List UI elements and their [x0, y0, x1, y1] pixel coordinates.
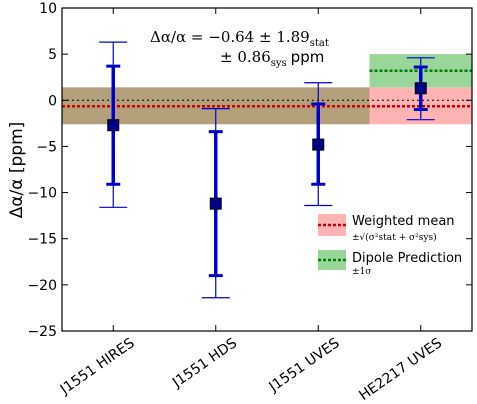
- legend: Weighted mean ±√(σ²stat + σ²sys) Dipole …: [318, 214, 462, 277]
- legend-dipole: Dipole Prediction: [352, 251, 462, 266]
- legend-dipole-sub: ±1σ: [352, 267, 371, 277]
- legend-swatch-dipole-band: [318, 250, 346, 270]
- legend-weighted-mean: Weighted mean: [352, 214, 455, 229]
- x-tick-label: J1551 HDS: [169, 335, 240, 391]
- plot-frame: [61, 7, 473, 332]
- annotation: Δα/α = −0.64 ± 1.89stat ± 0.86sys ppm: [150, 28, 329, 69]
- y-tick-label: −10: [27, 186, 57, 202]
- y-tick-label: −5: [36, 139, 57, 155]
- y-tick-label: 0: [48, 93, 57, 109]
- y-tick-label: 10: [39, 1, 57, 17]
- y-tick-label: −25: [27, 324, 57, 340]
- annotation-line1: Δα/α = −0.64 ± 1.89: [150, 28, 310, 46]
- markers-layer: [107, 82, 427, 210]
- annotation-line2: ± 0.86: [220, 48, 271, 66]
- y-axis-label: Δα/α [ppm]: [7, 122, 27, 219]
- data-point-he2217-uves: [414, 82, 427, 95]
- annotation-unit: ppm: [291, 48, 325, 66]
- y-tick-label: −20: [27, 278, 57, 294]
- x-tick-label: J1551 UVES: [266, 335, 343, 396]
- legend-weighted-mean-sub: ±√(σ²stat + σ²sys): [352, 232, 437, 243]
- x-tick-label: HE2217 UVES: [356, 335, 445, 404]
- x-tick-label: J1551 HIRES: [57, 335, 138, 398]
- data-point-j1551-uves: [312, 138, 325, 151]
- y-tick-label: −15: [27, 232, 57, 248]
- data-point-j1551-hds: [209, 197, 222, 210]
- y-tick-label: 5: [48, 47, 57, 63]
- annotation-line1-sub: stat: [310, 38, 329, 49]
- legend-swatch-mean-band: [318, 214, 346, 236]
- svg-text:Δα/α = −0.64 ± 1.89stat: Δα/α = −0.64 ± 1.89stat: [150, 28, 329, 49]
- annotation-line2-sub: sys: [271, 58, 287, 69]
- data-point-j1551-hires: [107, 119, 120, 132]
